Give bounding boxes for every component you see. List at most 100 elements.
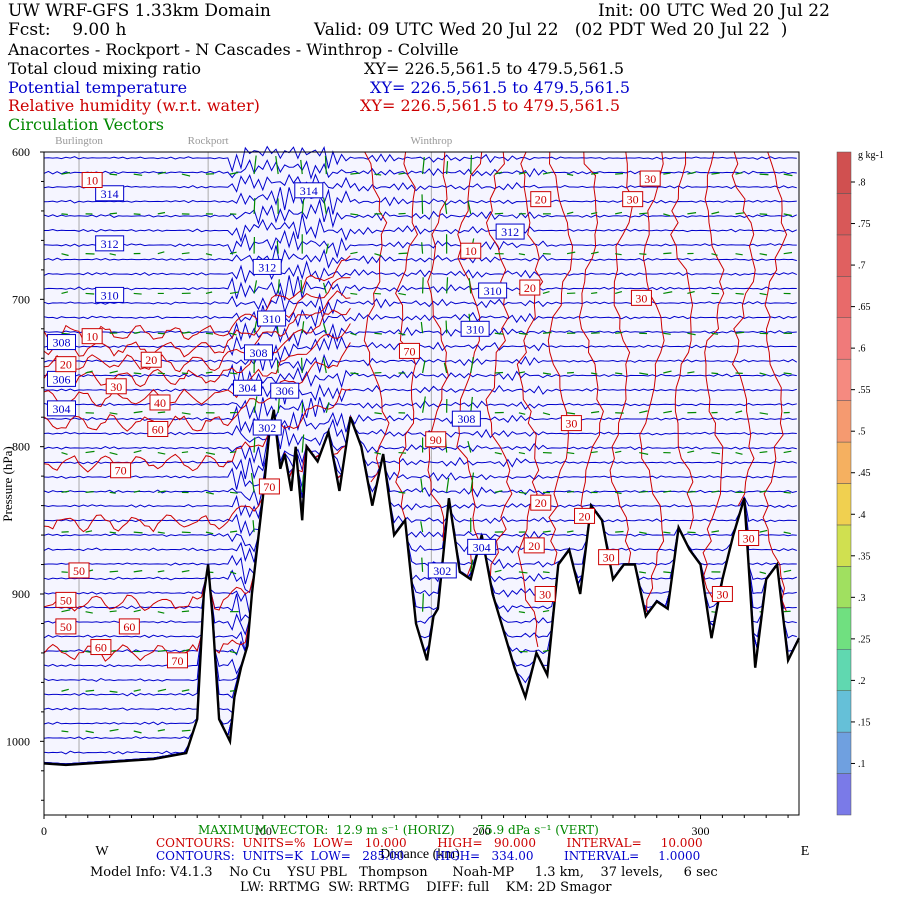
rh-label-box — [81, 171, 103, 188]
x-tick-label: 0 — [41, 824, 47, 838]
circulation-vector — [398, 252, 408, 255]
circulation-vector — [229, 650, 238, 654]
rh-label: 20 — [145, 353, 157, 367]
circulation-vector — [61, 253, 69, 257]
theta-label-box — [427, 562, 457, 579]
rh-label: 30 — [539, 588, 551, 602]
circulation-vector — [157, 649, 167, 653]
circulation-vector — [229, 571, 237, 575]
theta-contour — [43, 198, 798, 229]
colorbar-swatch — [836, 276, 852, 318]
rh-label: 10 — [86, 330, 98, 344]
circulation-vector — [759, 490, 767, 493]
theta-label: 304 — [473, 540, 491, 554]
circulation-vector — [663, 571, 671, 574]
circulation-vector — [85, 292, 95, 295]
circulation-vector — [711, 253, 718, 256]
theta-label: 306 — [53, 372, 71, 386]
circulation-vector — [518, 171, 527, 175]
colorbar-label: .55 — [858, 385, 871, 396]
colorbar-swatch — [836, 358, 852, 401]
circulation-vector — [542, 331, 552, 334]
theta-label-box — [47, 334, 77, 351]
circulation-vector — [639, 571, 647, 574]
circulation-vector — [566, 371, 574, 374]
colorbar-label: .2 — [858, 676, 866, 687]
circulation-vector — [253, 320, 258, 334]
colorbar-swatch — [836, 151, 852, 194]
rh-label: 50 — [60, 593, 72, 607]
circulation-vector — [322, 282, 327, 294]
circulation-vector — [229, 530, 238, 533]
circulation-vector — [109, 173, 118, 176]
circulation-vector — [205, 531, 214, 535]
theta-label-box — [257, 310, 287, 327]
circulation-vector — [133, 449, 142, 454]
circulation-vector — [470, 357, 474, 374]
circulation-vector — [759, 372, 767, 376]
rh-label-box — [140, 351, 162, 368]
circulation-vector — [229, 171, 239, 175]
rh-contour — [670, 151, 694, 530]
y-tick-label: 600 — [12, 145, 30, 159]
circulation-vector — [61, 213, 68, 216]
circulation-vector — [687, 171, 696, 175]
theta-contour — [43, 414, 797, 450]
circulation-vector — [85, 530, 93, 533]
circulation-vector — [615, 450, 622, 454]
circulation-vector — [181, 412, 191, 415]
circulation-vector — [350, 251, 358, 255]
circulation-vector — [133, 331, 141, 334]
west-label: W — [95, 844, 109, 859]
circulation-vector — [61, 609, 71, 613]
circulation-vector — [444, 201, 448, 214]
town-label: Rockport — [188, 135, 229, 147]
circulation-vector — [711, 451, 721, 455]
circulation-vector — [181, 372, 189, 375]
circulation-vector — [109, 212, 118, 215]
rh-contour — [363, 151, 390, 483]
circulation-vector — [205, 253, 213, 256]
circulation-vector — [591, 292, 598, 295]
circulation-vector — [157, 332, 165, 335]
theta-contour — [43, 332, 797, 362]
field-rh-xy: XY= 226.5,561.5 to 479.5,561.5 — [360, 96, 621, 115]
circulation-vector — [301, 474, 305, 493]
circulation-vector — [591, 172, 599, 175]
circulation-vector — [494, 569, 502, 573]
rh-contour — [43, 342, 351, 432]
rh-label: 20 — [579, 509, 591, 523]
theta-label: 312 — [101, 237, 119, 251]
rh-label-box — [110, 462, 132, 479]
circulation-vector — [61, 490, 70, 493]
circulation-vector — [398, 332, 406, 336]
circulation-vector — [663, 531, 671, 534]
circulation-vector — [639, 212, 648, 215]
circulation-vector — [374, 173, 382, 176]
y-tick-label: 800 — [12, 440, 30, 454]
circulation-vector — [711, 530, 720, 533]
rh-label: 20 — [528, 539, 540, 553]
circulation-vector — [85, 450, 95, 454]
circulation-vector — [735, 292, 744, 295]
circulation-vector — [639, 253, 647, 255]
circulation-vector — [85, 370, 93, 374]
theta-contour — [43, 145, 797, 173]
circulation-vector — [639, 451, 649, 455]
circulation-vector — [494, 451, 502, 455]
circulation-vector — [687, 332, 696, 336]
circulation-vector — [157, 611, 165, 614]
circulation-vector — [398, 491, 406, 494]
theta-label-box — [95, 235, 125, 252]
circulation-vector — [229, 491, 238, 494]
theta-label: 310 — [101, 288, 119, 302]
circulation-vector — [350, 372, 359, 375]
circulation-vector — [759, 571, 767, 575]
circulation-vector — [85, 491, 94, 493]
circulation-vector — [277, 395, 281, 413]
circulation-vector — [735, 331, 745, 334]
rh-label-box — [81, 328, 103, 345]
theta-label-box — [478, 282, 508, 299]
circulation-vector — [687, 450, 695, 454]
rh-contour — [43, 307, 351, 388]
